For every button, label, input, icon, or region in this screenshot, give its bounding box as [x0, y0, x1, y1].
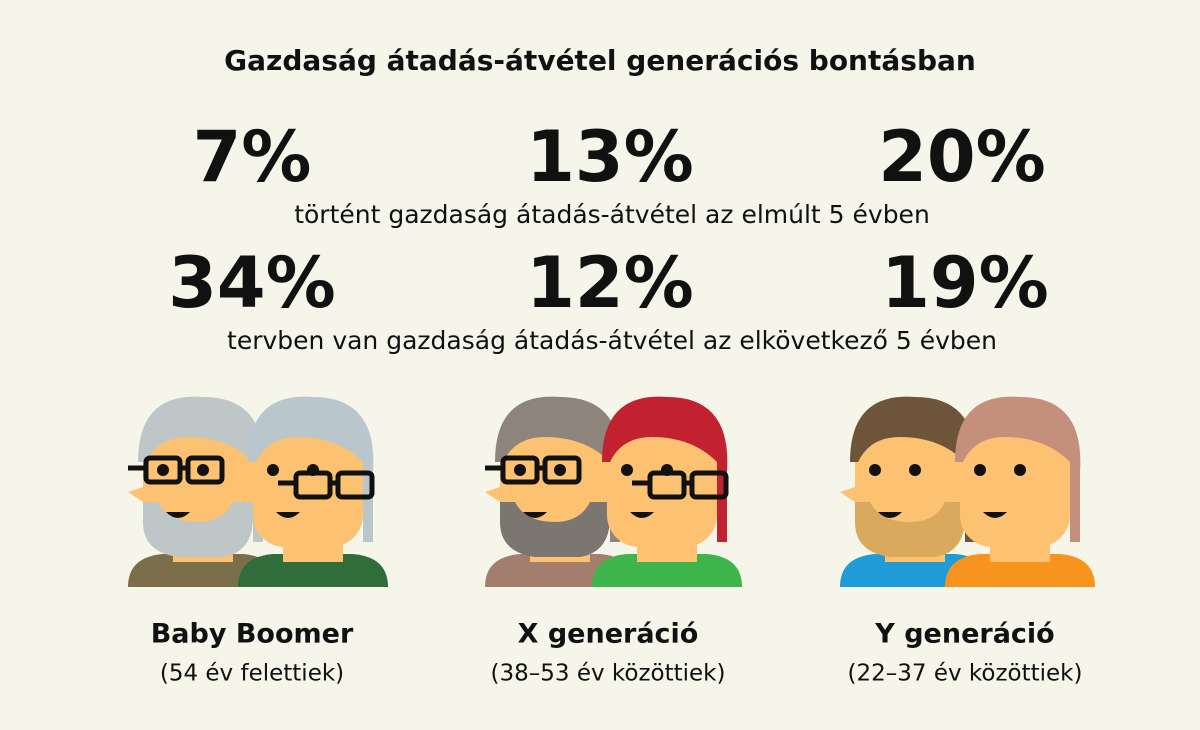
generation-name: X generáció	[518, 619, 699, 650]
generation-range: (22–37 év közöttiek)	[848, 661, 1083, 687]
person	[945, 396, 1095, 587]
generation-name: Baby Boomer	[151, 619, 354, 650]
person	[592, 396, 742, 587]
person	[238, 396, 388, 587]
boomer-illustration	[128, 396, 388, 587]
stat-caption: tervben van gazdaság átadás-átvétel az e…	[227, 326, 997, 355]
generation-range: (38–53 év közöttiek)	[491, 661, 726, 687]
genx-illustration	[485, 396, 742, 587]
stat-value: 19%	[881, 242, 1049, 324]
title: Gazdaság átadás-átvétel generációs bontá…	[224, 44, 976, 77]
stat-value: 13%	[526, 116, 694, 198]
geny-illustration	[840, 396, 1095, 587]
stat-value: 20%	[878, 116, 1046, 198]
stat-value: 12%	[526, 242, 694, 324]
stat-caption: történt gazdaság átadás-átvétel az elmúl…	[294, 200, 930, 229]
generation-name: Y generáció	[874, 619, 1054, 650]
stat-value: 7%	[193, 116, 312, 198]
stat-value: 34%	[168, 242, 336, 324]
generation-range: (54 év felettiek)	[160, 661, 344, 687]
